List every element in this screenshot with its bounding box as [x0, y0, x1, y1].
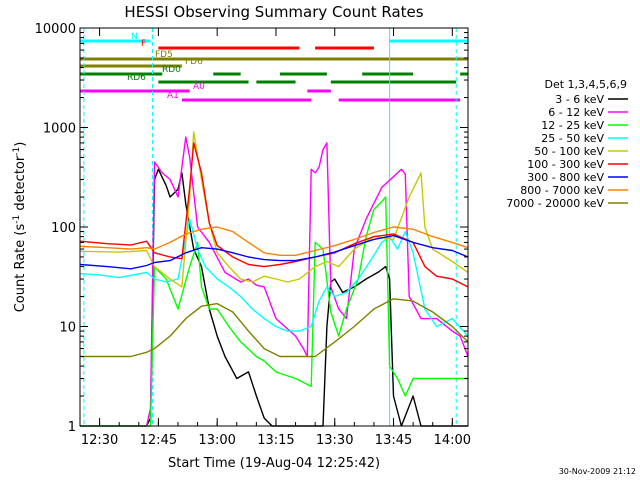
chart-title: HESSI Observing Summary Count Rates — [124, 3, 423, 21]
y-tick-label-3: 1000 — [43, 122, 76, 137]
legend-label-3: 25 - 50 keV — [541, 132, 604, 145]
legend-label-5: 100 - 300 keV — [527, 158, 604, 171]
series-line-6 — [79, 234, 469, 270]
y-label-part1: Count Rate (s — [13, 224, 28, 313]
legend-label-1: 6 - 12 keV — [548, 106, 604, 119]
flag-label-rd0: RD0 — [162, 65, 181, 75]
timestamp: 30-Nov-2009 21:12 — [559, 467, 636, 476]
x-tick-label-3: 13:15 — [257, 433, 294, 448]
series-line-3 — [79, 218, 469, 337]
legend-label-2: 12 - 25 keV — [541, 119, 604, 132]
series-line-7 — [79, 226, 469, 257]
legend-label-7: 800 - 7000 keV — [520, 184, 604, 197]
plot-frame — [79, 27, 469, 427]
y-label-part3: ) — [13, 142, 28, 147]
legend-title: Det 1,3,4,5,6,9 — [544, 78, 627, 91]
y-label-sup1: -1 — [12, 215, 22, 224]
x-tick-label-5: 13:45 — [375, 433, 412, 448]
flag-label-a0: A0 — [193, 82, 205, 92]
y-label-sup2: -1 — [12, 147, 22, 156]
y-label-part2: detector — [13, 155, 28, 215]
flag-label-f: F — [141, 39, 146, 49]
flag-label-fd6: FD6 — [185, 57, 203, 67]
series-line-1 — [80, 136, 469, 427]
flag-label-n: N — [131, 32, 138, 42]
series-line-4 — [79, 131, 469, 288]
legend-label-8: 7000 - 20000 keV — [506, 197, 604, 210]
x-tick-label-1: 12:45 — [140, 433, 177, 448]
legend-label-4: 50 - 100 keV — [534, 145, 604, 158]
flag-label-rd6: RD6 — [127, 73, 146, 83]
flag-label-a1: A1 — [167, 91, 179, 101]
x-tick-label-0: 12:30 — [81, 433, 118, 448]
legend-label-0: 3 - 6 keV — [555, 93, 604, 106]
flag-bars: NF FD5 FD6 RD0 RD6 A0 A1 — [80, 32, 468, 102]
flag-label-fd5: FD5 — [155, 50, 173, 60]
x-tick-label-2: 13:00 — [198, 433, 235, 448]
series-line-8 — [80, 298, 469, 358]
y-tick-label-0: 1 — [68, 420, 76, 435]
x-tick-label-4: 13:30 — [316, 433, 353, 448]
y-axis-label: Count Rate (s-1 detector-1) — [12, 142, 28, 313]
legend-label-6: 300 - 800 keV — [527, 171, 604, 184]
x-tick-label-6: 14:00 — [434, 433, 471, 448]
y-tick-label-1: 10 — [59, 321, 76, 336]
y-tick-label-2: 100 — [51, 221, 76, 236]
series-line-5 — [79, 142, 469, 288]
series-line-2 — [80, 196, 468, 427]
y-tick-label-4: 10000 — [35, 22, 76, 37]
series-lines — [79, 131, 469, 427]
axis-ticks: 12:30 12:45 13:00 13:15 13:30 13:45 14:00 1 10 10… — [35, 22, 471, 448]
x-axis-label: Start Time (19-Aug-04 12:25:42) — [168, 456, 380, 471]
